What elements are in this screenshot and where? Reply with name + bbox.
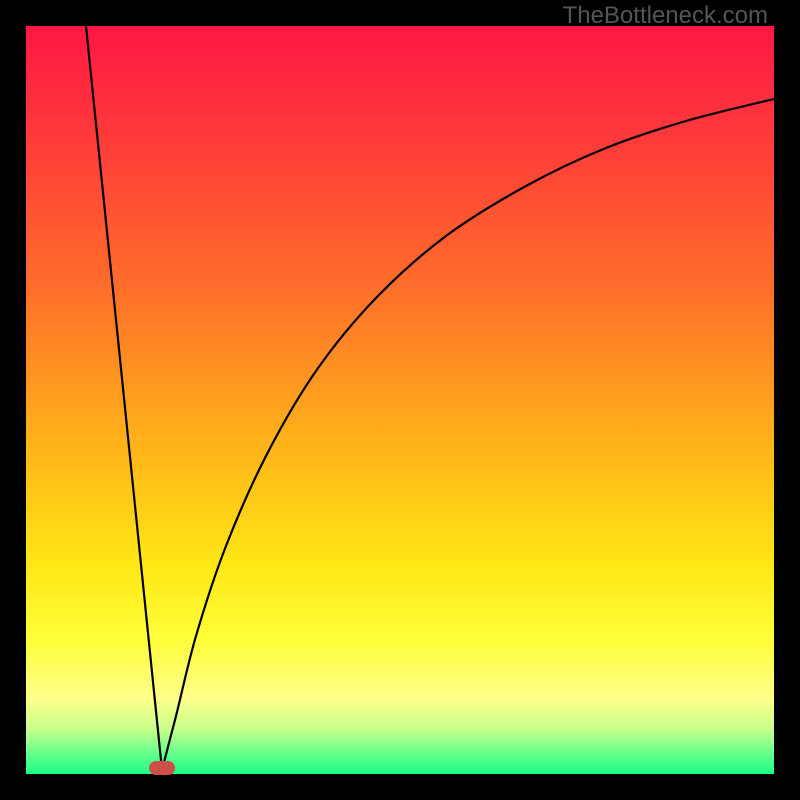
chart-frame: TheBottleneck.com [0, 0, 800, 800]
curve-layer [26, 26, 774, 774]
plot-area [26, 26, 774, 774]
watermark-text: TheBottleneck.com [563, 2, 768, 30]
bottleneck-curve [86, 26, 774, 770]
optimum-marker [149, 761, 175, 775]
